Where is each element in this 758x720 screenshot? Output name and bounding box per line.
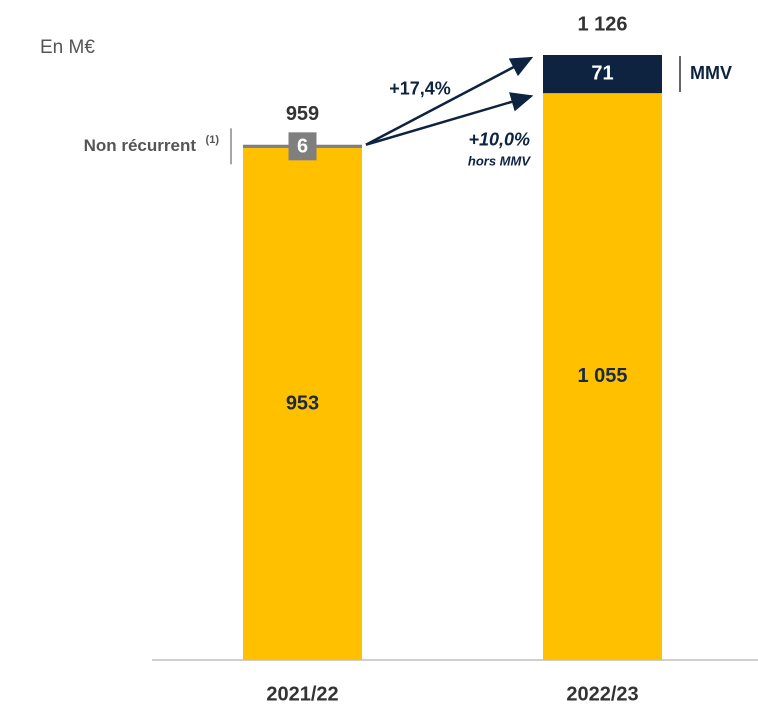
value-label: 953 (286, 392, 319, 414)
arrow (365, 92, 534, 146)
unit-label: En M€ (40, 37, 95, 58)
legend-label: MMV (690, 63, 732, 83)
arrow (365, 56, 534, 146)
value-label: 6 (297, 136, 308, 158)
value-label-box (288, 132, 317, 161)
total-label: 1 126 (577, 13, 627, 35)
bar-segment (243, 147, 362, 660)
x-tick-label: 2021/22 (266, 683, 338, 705)
total-label: 959 (286, 103, 319, 125)
bar-segment (543, 93, 662, 660)
legend-label: Non récurrent (84, 136, 197, 155)
bar-segment (543, 55, 662, 94)
x-tick-label: 2022/23 (566, 683, 638, 705)
growth-excl-label: +10,0% (468, 130, 530, 150)
growth-label: +17,4% (389, 79, 451, 99)
legend-note: (1) (206, 134, 220, 146)
value-label: 1 055 (577, 365, 627, 387)
value-label: 71 (591, 62, 613, 84)
growth-excl-note: hors MMV (468, 153, 531, 168)
